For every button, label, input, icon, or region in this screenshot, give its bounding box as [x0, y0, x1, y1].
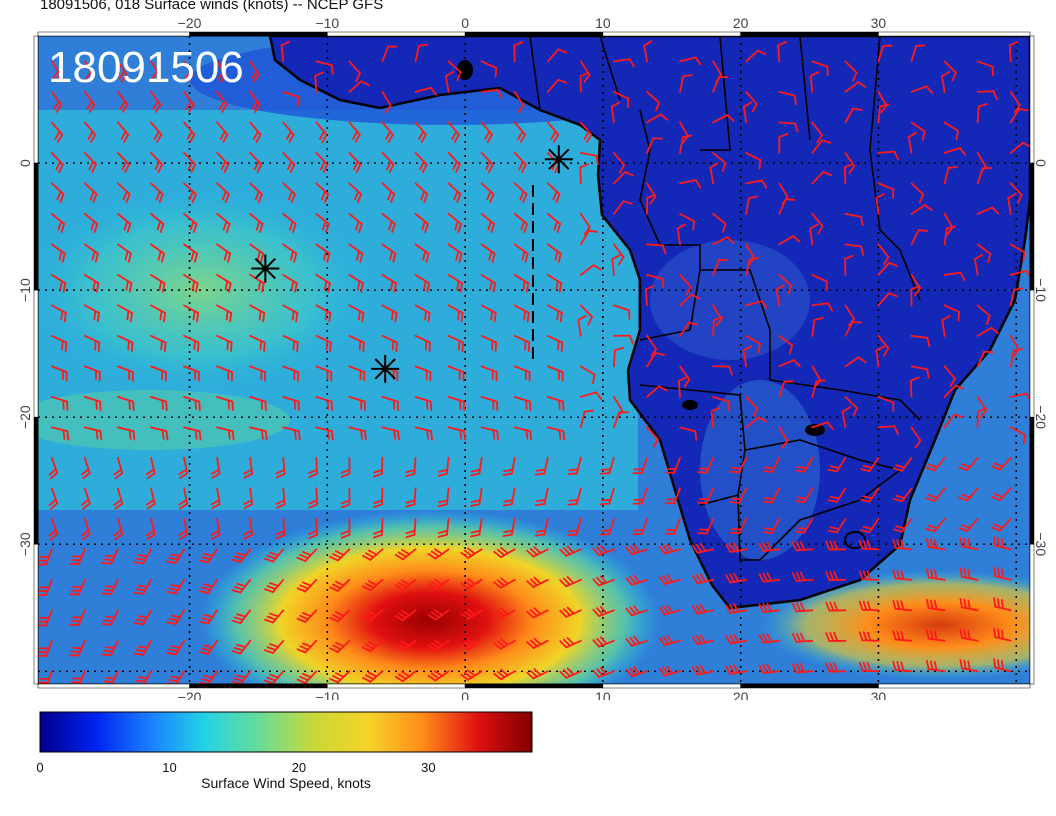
storm-marker-2 [371, 354, 400, 383]
lon-tick-top: 0 [461, 15, 469, 31]
storm-marker-1 [251, 254, 280, 283]
lon-tick-top: −20 [178, 15, 202, 31]
lon-tick-bottom: −10 [315, 689, 339, 700]
wind-barbs [38, 40, 1030, 684]
colorbar-tick: 10 [162, 760, 176, 775]
lon-tick-bottom: −20 [178, 689, 202, 700]
lat-tick-right: −30 [1033, 532, 1049, 556]
lon-tick-top: 10 [595, 15, 611, 31]
lon-tick-top: 20 [733, 15, 749, 31]
lon-tick-bottom: 30 [871, 689, 887, 700]
time-stamp: 18091506 [48, 43, 244, 92]
colorbar-label: Surface Wind Speed, knots [201, 775, 371, 791]
colorbar [39, 711, 533, 753]
lon-tick-bottom: 10 [595, 689, 611, 700]
lon-tick-top: −10 [315, 15, 339, 31]
lat-tick-left: −20 [17, 405, 33, 429]
lon-tick-bottom: 0 [461, 689, 469, 700]
lon-tick-bottom: 20 [733, 689, 749, 700]
lat-tick-left: −10 [17, 278, 33, 302]
lat-tick-right: 0 [1033, 159, 1049, 167]
lat-tick-right: −20 [1033, 405, 1049, 429]
lon-tick-top: 30 [871, 15, 887, 31]
colorbar-tick: 30 [421, 760, 435, 775]
wind-map: −20 −10 0 10 20 30 −20 −10 0 10 20 30 0 −10 −20 −30 0… [17, 15, 1049, 700]
lat-tick-left: 0 [17, 159, 33, 167]
colorbar-tick: 0 [36, 760, 43, 775]
colorbar-tick: 20 [292, 760, 306, 775]
storm-marker-3 [544, 145, 573, 174]
lat-tick-right: −10 [1033, 278, 1049, 302]
lat-tick-left: −30 [17, 532, 33, 556]
chart-title: 18091506, 018 Surface winds (knots) -- N… [40, 0, 384, 13]
